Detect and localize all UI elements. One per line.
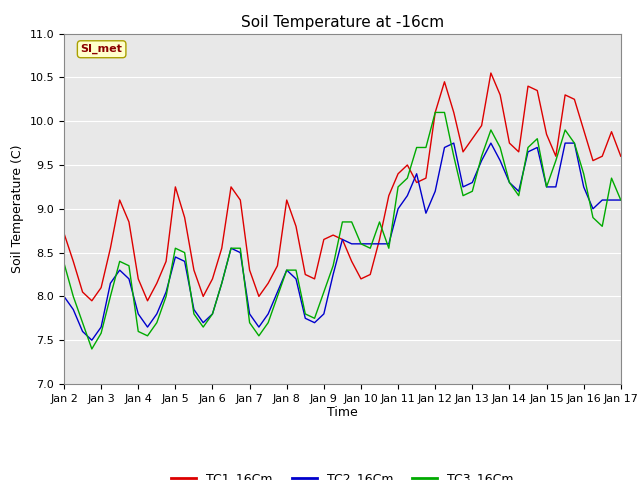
TC2_16Cm bbox=[403, 193, 411, 199]
TC3_16Cm bbox=[60, 260, 68, 266]
TC3_16Cm bbox=[200, 324, 207, 330]
X-axis label: Time: Time bbox=[327, 407, 358, 420]
Y-axis label: Soil Temperature (C): Soil Temperature (C) bbox=[11, 144, 24, 273]
TC1_16Cm bbox=[561, 92, 569, 98]
TC2_16Cm bbox=[561, 140, 569, 146]
TC2_16Cm bbox=[88, 337, 96, 343]
Line: TC3_16Cm: TC3_16Cm bbox=[64, 112, 621, 349]
TC1_16Cm bbox=[180, 215, 188, 220]
TC2_16Cm bbox=[264, 311, 272, 317]
TC1_16Cm bbox=[487, 70, 495, 76]
TC2_16Cm bbox=[450, 140, 458, 146]
Text: SI_met: SI_met bbox=[81, 44, 123, 54]
TC1_16Cm bbox=[366, 272, 374, 277]
TC3_16Cm bbox=[561, 127, 569, 133]
TC3_16Cm bbox=[88, 346, 96, 352]
TC1_16Cm bbox=[264, 280, 272, 286]
TC3_16Cm bbox=[180, 250, 188, 255]
Title: Soil Temperature at -16cm: Soil Temperature at -16cm bbox=[241, 15, 444, 30]
TC1_16Cm bbox=[617, 154, 625, 159]
TC2_16Cm bbox=[60, 293, 68, 300]
TC3_16Cm bbox=[431, 109, 439, 115]
TC1_16Cm bbox=[403, 162, 411, 168]
TC1_16Cm bbox=[60, 230, 68, 236]
TC2_16Cm bbox=[366, 241, 374, 247]
TC3_16Cm bbox=[617, 197, 625, 203]
Legend: TC1_16Cm, TC2_16Cm, TC3_16Cm: TC1_16Cm, TC2_16Cm, TC3_16Cm bbox=[166, 468, 518, 480]
TC2_16Cm bbox=[200, 320, 207, 325]
TC1_16Cm bbox=[88, 298, 96, 304]
TC2_16Cm bbox=[617, 197, 625, 203]
Line: TC2_16Cm: TC2_16Cm bbox=[64, 143, 621, 340]
TC3_16Cm bbox=[403, 175, 411, 181]
Line: TC1_16Cm: TC1_16Cm bbox=[64, 73, 621, 301]
TC3_16Cm bbox=[366, 245, 374, 251]
TC2_16Cm bbox=[180, 258, 188, 264]
TC1_16Cm bbox=[200, 293, 207, 300]
TC3_16Cm bbox=[264, 320, 272, 325]
